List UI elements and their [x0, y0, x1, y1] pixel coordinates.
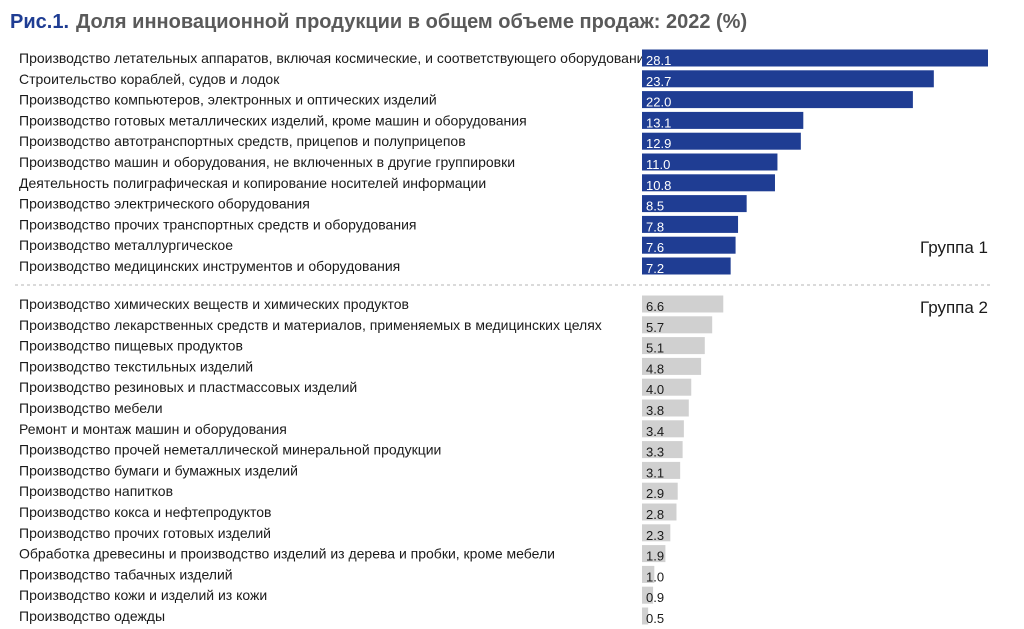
category-label: Производство одежды: [19, 608, 165, 624]
category-label: Производство кокса и нефтепродуктов: [19, 504, 271, 520]
value-label: 6.6: [646, 299, 664, 314]
value-label: 2.8: [646, 507, 664, 522]
value-label: 13.1: [646, 115, 671, 130]
bar: [642, 153, 778, 171]
bar: [642, 70, 934, 88]
bar: [642, 524, 671, 542]
bar: [642, 482, 678, 500]
bar: [642, 132, 801, 150]
category-label: Производство прочих транспортных средств…: [19, 216, 416, 232]
value-label: 1.0: [646, 569, 664, 584]
bar: [642, 295, 724, 313]
category-label: Производство резиновых и пластмассовых и…: [19, 379, 357, 395]
category-label: Производство бумаги и бумажных изделий: [19, 462, 298, 478]
bar: [642, 49, 988, 67]
value-label: 7.6: [646, 240, 664, 255]
category-label: Ремонт и монтаж машин и оборудования: [19, 421, 287, 437]
bar: [642, 565, 655, 583]
category-label: Производство напитков: [19, 483, 173, 499]
value-label: 1.9: [646, 549, 664, 564]
bar: [642, 236, 736, 254]
category-label: Производство кожи и изделий из кожи: [19, 587, 267, 603]
bar: [642, 399, 689, 417]
bar: [642, 316, 713, 334]
value-label: 5.1: [646, 341, 664, 356]
category-label: Производство электрического оборудования: [19, 196, 310, 212]
category-label: Производство прочей неметаллической мине…: [19, 442, 441, 458]
bar: [642, 545, 666, 563]
bar: [642, 441, 683, 459]
value-label: 8.5: [646, 199, 664, 214]
bar: [642, 378, 692, 396]
value-label: 28.1: [646, 53, 671, 68]
bar: [642, 607, 649, 625]
value-label: 2.3: [646, 528, 664, 543]
category-label: Производство мебели: [19, 400, 163, 416]
category-label: Строительство кораблей, судов и лодок: [19, 71, 280, 87]
value-label: 4.8: [646, 361, 664, 376]
bar: [642, 257, 731, 275]
value-label: 3.8: [646, 403, 664, 418]
category-label: Производство медицинских инструментов и …: [19, 258, 400, 274]
bar: [642, 420, 684, 438]
figure-title: Рис.1. Доля инновационной продукции в общ…: [10, 9, 747, 35]
bar: [642, 174, 775, 192]
value-label: 0.9: [646, 590, 664, 605]
value-label: 2.9: [646, 486, 664, 501]
category-label: Производство пищевых продуктов: [19, 338, 243, 354]
category-label: Производство машин и оборудования, не вк…: [19, 154, 515, 170]
value-label: 22.0: [646, 95, 671, 110]
value-label: 5.7: [646, 320, 664, 335]
bar: [642, 215, 739, 233]
category-label: Производство прочих готовых изделий: [19, 525, 271, 541]
category-label: Производство табачных изделий: [19, 566, 233, 582]
bar: [642, 195, 747, 213]
value-label: 11.0: [646, 157, 670, 172]
value-label: 3.3: [646, 445, 664, 460]
category-label: Производство автотранспортных средств, п…: [19, 133, 466, 149]
bar: [642, 91, 913, 109]
value-label: 12.9: [646, 136, 671, 151]
bar: [642, 357, 702, 375]
category-label: Производство компьютеров, электронных и …: [19, 92, 437, 108]
value-label: 0.5: [646, 611, 664, 626]
category-label: Производство текстильных изделий: [19, 358, 253, 374]
category-label: Производство металлургическое: [19, 237, 233, 253]
category-label: Производство летательных аппаратов, вклю…: [19, 50, 652, 66]
figure-title-text: Доля инновационной продукции в общем объ…: [76, 11, 748, 33]
value-label: 7.2: [646, 261, 664, 276]
bar: [642, 586, 654, 604]
bar: [642, 503, 677, 521]
figure-number: Рис.1.: [10, 11, 69, 33]
value-label: 10.8: [646, 178, 671, 193]
category-label: Обработка древесины и производство издел…: [19, 546, 555, 562]
value-label: 7.8: [646, 219, 664, 234]
bar: [642, 461, 681, 479]
value-label: 3.4: [646, 424, 664, 439]
category-label: Деятельность полиграфическая и копирован…: [19, 175, 486, 191]
group-label: Группа 1: [920, 238, 988, 257]
category-label: Производство химических веществ и химиче…: [19, 296, 409, 312]
value-label: 4.0: [646, 382, 664, 397]
category-label: Производство готовых металлических издел…: [19, 112, 527, 128]
value-label: 23.7: [646, 74, 671, 89]
bar: [642, 337, 705, 355]
value-label: 3.1: [646, 465, 664, 480]
category-label: Производство лекарственных средств и мат…: [19, 317, 602, 333]
group-label: Группа 2: [920, 298, 988, 317]
bar: [642, 111, 804, 129]
